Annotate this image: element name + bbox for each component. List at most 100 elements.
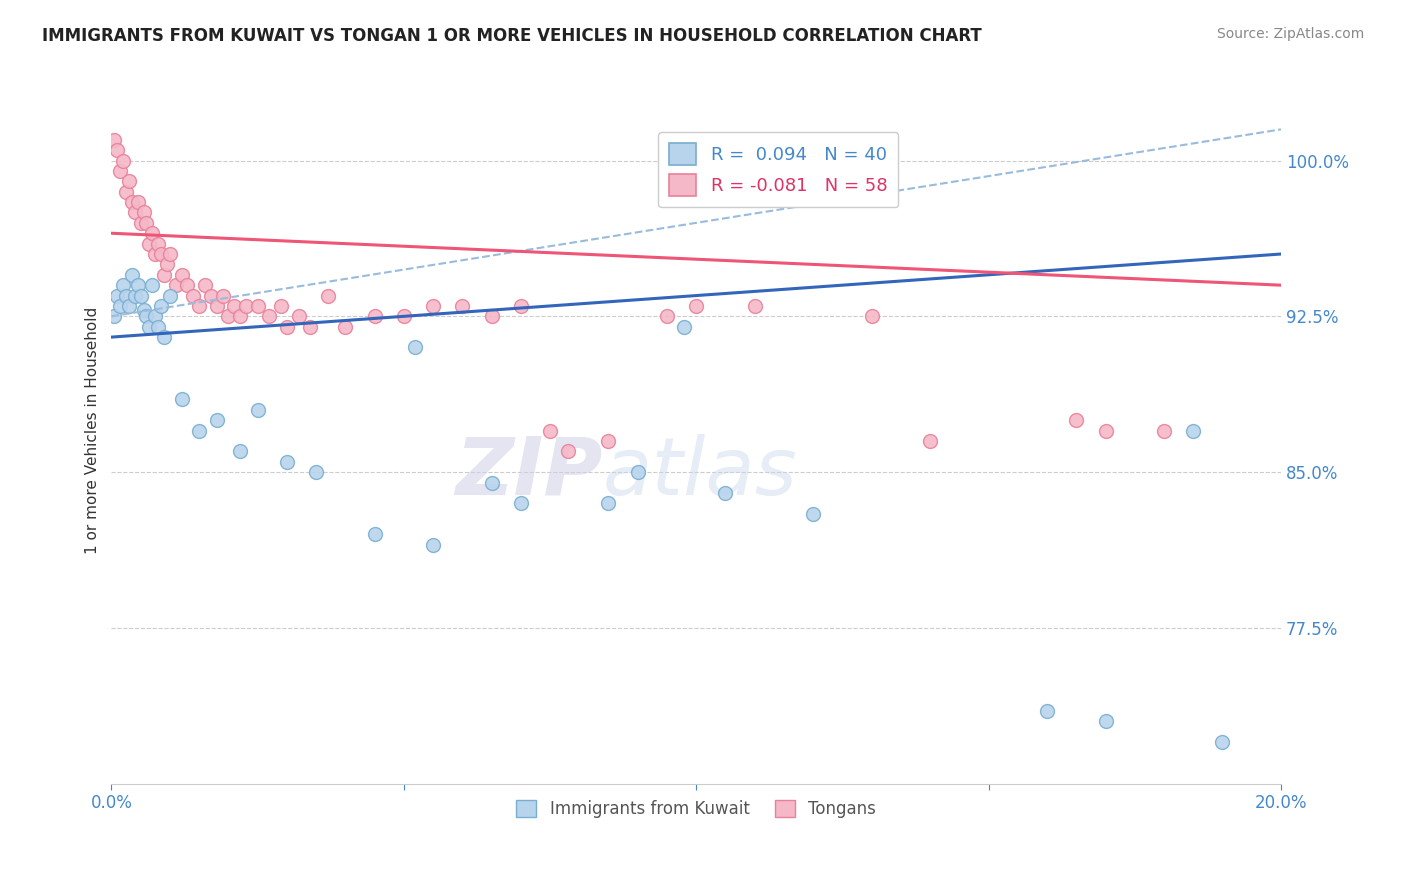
Point [598,496,620,510]
Point [143,310,166,324]
Point [148,236,170,251]
Point [118,299,141,313]
Point [135,216,157,230]
Point [159,247,181,261]
Point [920,434,942,448]
Point [205,299,228,313]
Point [194,278,217,293]
Point [1094,424,1116,438]
Point [235,299,257,313]
Point [211,288,233,302]
Point [229,444,252,458]
Point [598,434,620,448]
Point [132,205,155,219]
Point [363,527,385,541]
Point [685,299,707,313]
Point [181,288,204,302]
Point [246,402,269,417]
Point [335,319,357,334]
Point [1036,704,1059,718]
Point [229,310,252,324]
Point [138,319,160,334]
Point [655,310,678,324]
Point [129,288,152,302]
Point [422,299,444,313]
Point [744,299,766,313]
Point [188,299,211,313]
Point [150,247,173,261]
Point [176,278,198,293]
Point [105,288,128,302]
Point [156,257,179,271]
Point [316,288,339,302]
Point [132,303,155,318]
Point [801,507,824,521]
Point [627,465,650,479]
Point [860,310,883,324]
Point [170,268,193,282]
Point [115,288,138,302]
Text: ZIP: ZIP [456,434,603,512]
Point [1094,714,1116,729]
Point [1153,424,1175,438]
Point [1182,424,1205,438]
Point [363,310,385,324]
Point [124,205,146,219]
Y-axis label: 1 or more Vehicles in Household: 1 or more Vehicles in Household [86,307,100,554]
Point [1211,735,1233,749]
Point [135,310,157,324]
Point [299,319,322,334]
Point [673,319,696,334]
Text: Source: ZipAtlas.com: Source: ZipAtlas.com [1216,27,1364,41]
Point [557,444,579,458]
Point [115,185,138,199]
Point [127,278,149,293]
Legend: Immigrants from Kuwait, Tongans: Immigrants from Kuwait, Tongans [510,793,883,825]
Point [714,486,737,500]
Point [124,288,146,302]
Point [246,299,269,313]
Point [224,299,246,313]
Text: atlas: atlas [603,434,797,512]
Point [405,341,427,355]
Point [118,174,141,188]
Point [276,319,298,334]
Point [509,299,531,313]
Point [108,299,131,313]
Point [138,236,160,251]
Point [121,195,143,210]
Point [287,310,309,324]
Point [141,226,163,240]
Point [259,310,281,324]
Point [422,538,444,552]
Point [270,299,292,313]
Point [153,330,176,344]
Point [481,310,503,324]
Point [509,496,531,510]
Point [112,153,135,168]
Point [150,299,173,313]
Point [200,288,222,302]
Point [153,268,176,282]
Text: IMMIGRANTS FROM KUWAIT VS TONGAN 1 OR MORE VEHICLES IN HOUSEHOLD CORRELATION CHA: IMMIGRANTS FROM KUWAIT VS TONGAN 1 OR MO… [42,27,981,45]
Point [121,268,143,282]
Point [143,247,166,261]
Point [129,216,152,230]
Point [170,392,193,407]
Point [112,278,135,293]
Point [159,288,181,302]
Point [148,319,170,334]
Point [108,164,131,178]
Point [276,455,298,469]
Point [105,143,128,157]
Point [165,278,187,293]
Point [188,424,211,438]
Point [392,310,415,324]
Point [538,424,561,438]
Point [205,413,228,427]
Point [451,299,474,313]
Point [481,475,503,490]
Point [141,278,163,293]
Point [103,133,125,147]
Point [127,195,149,210]
